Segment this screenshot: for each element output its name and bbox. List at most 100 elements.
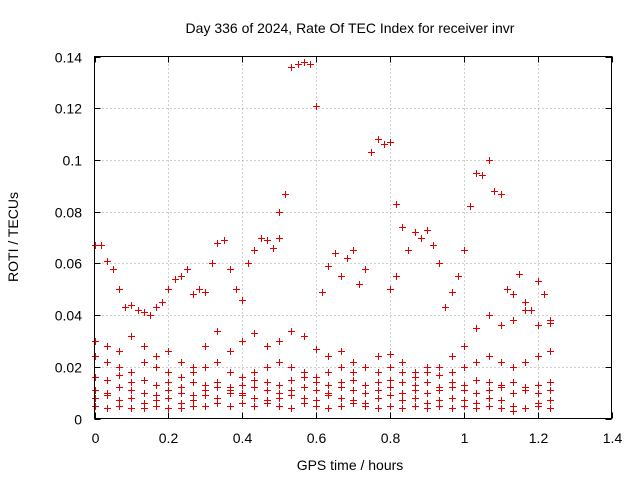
data-point: [412, 395, 419, 402]
data-point: [535, 382, 542, 389]
data-point: [449, 369, 456, 376]
data-point: [381, 141, 388, 148]
data-point: [547, 405, 554, 412]
data-point: [350, 247, 357, 254]
data-point: [276, 382, 283, 389]
data-point: [375, 395, 382, 402]
data-point: [510, 390, 517, 397]
data-point: [264, 237, 271, 244]
data-point: [270, 245, 277, 252]
data-point: [313, 103, 320, 110]
data-point: [338, 395, 345, 402]
data-point: [522, 307, 529, 314]
data-point: [227, 348, 234, 355]
data-point: [399, 405, 406, 412]
data-point: [424, 227, 431, 234]
data-point: [282, 191, 289, 198]
data-point: [92, 387, 99, 394]
data-point: [399, 390, 406, 397]
data-point: [251, 369, 258, 376]
data-point: [436, 397, 443, 404]
data-point: [104, 377, 111, 384]
data-point: [227, 403, 234, 410]
data-point: [288, 377, 295, 384]
data-point: [135, 307, 142, 314]
data-point: [424, 379, 431, 386]
data-point: [239, 297, 246, 304]
x-tick-label: 0.2: [159, 430, 179, 446]
data-point: [288, 364, 295, 371]
data-point: [165, 395, 172, 402]
data-point: [498, 322, 505, 329]
data-point: [128, 333, 135, 340]
data-point: [547, 320, 554, 327]
data-point: [393, 273, 400, 280]
data-point: [449, 353, 456, 360]
data-point: [325, 405, 332, 412]
data-point: [461, 397, 468, 404]
axis-ticks: [94, 56, 613, 420]
data-point: [313, 403, 320, 410]
series-satellite-b: [276, 59, 400, 296]
data-point: [424, 405, 431, 412]
data-point: [436, 364, 443, 371]
data-point: [473, 325, 480, 332]
data-point: [535, 353, 542, 360]
data-point: [288, 387, 295, 394]
data-point: [424, 369, 431, 376]
data-point: [510, 291, 517, 298]
series-satellite-i: [92, 400, 554, 415]
data-point: [147, 312, 154, 319]
data-point: [387, 286, 394, 293]
data-point: [325, 390, 332, 397]
data-point: [214, 359, 221, 366]
data-point: [461, 247, 468, 254]
x-tick-label: 0: [92, 430, 100, 446]
data-point: [412, 229, 419, 236]
data-point: [128, 405, 135, 412]
data-point: [251, 395, 258, 402]
data-point: [276, 390, 283, 397]
data-point: [313, 387, 320, 394]
data-point: [375, 405, 382, 412]
data-point: [375, 353, 382, 360]
data-point: [214, 328, 221, 335]
data-point: [522, 405, 529, 412]
data-point: [473, 390, 480, 397]
data-point: [338, 273, 345, 280]
data-point: [276, 235, 283, 242]
data-point: [301, 374, 308, 381]
data-point: [165, 286, 172, 293]
data-point: [522, 359, 529, 366]
data-point: [467, 203, 474, 210]
data-point: [491, 188, 498, 195]
data-point: [473, 377, 480, 384]
data-point: [141, 390, 148, 397]
data-point: [153, 392, 160, 399]
data-point: [239, 400, 246, 407]
data-point: [350, 359, 357, 366]
data-point: [239, 374, 246, 381]
data-point: [442, 304, 449, 311]
data-point: [486, 312, 493, 319]
series-satellite-d: [92, 307, 554, 379]
data-point: [122, 304, 129, 311]
data-point: [362, 266, 369, 273]
data-point: [362, 382, 369, 389]
data-point: [461, 403, 468, 410]
data-point: [276, 403, 283, 410]
data-point: [375, 387, 382, 394]
data-point: [202, 343, 209, 350]
series-satellite-f: [92, 372, 554, 391]
data-point: [178, 390, 185, 397]
x-tick-label: 1.4: [603, 430, 623, 446]
data-point: [110, 266, 117, 273]
data-point: [190, 392, 197, 399]
data-point: [547, 387, 554, 394]
data-point: [153, 382, 160, 389]
data-point: [245, 260, 252, 267]
data-point: [375, 369, 382, 376]
data-point: [387, 392, 394, 399]
data-point: [128, 379, 135, 386]
data-point: [301, 333, 308, 340]
